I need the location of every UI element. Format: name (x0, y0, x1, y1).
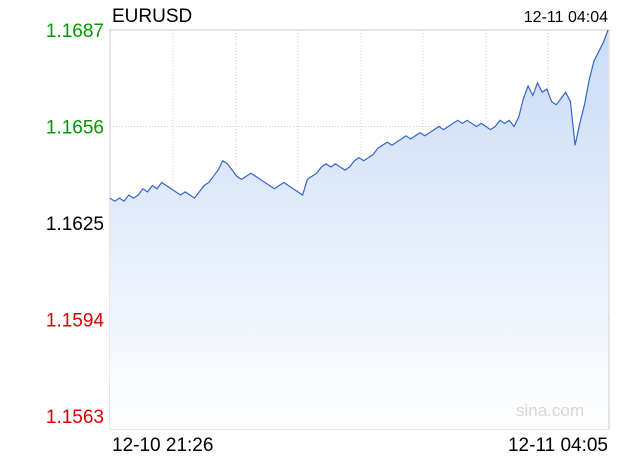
symbol-title: EURUSD (112, 6, 192, 27)
x-axis-end-label: 12-11 04:05 (508, 435, 608, 456)
y-tick-label: 1.1656 (46, 118, 104, 139)
header-timestamp: 12-11 04:04 (524, 9, 608, 26)
y-tick-label: 1.1563 (46, 407, 104, 428)
y-axis-labels: 1.1687 1.1656 1.1625 1.1594 1.1563 (46, 21, 105, 428)
y-tick-label: 1.1594 (46, 311, 105, 332)
x-axis-start-label: 12-10 21:26 (112, 435, 213, 456)
price-series-line (109, 29, 609, 203)
watermark: sina.com (516, 401, 584, 420)
y-tick-label: 1.1687 (46, 21, 104, 42)
y-tick-label: 1.1625 (46, 214, 104, 235)
price-area-fill (110, 30, 608, 429)
